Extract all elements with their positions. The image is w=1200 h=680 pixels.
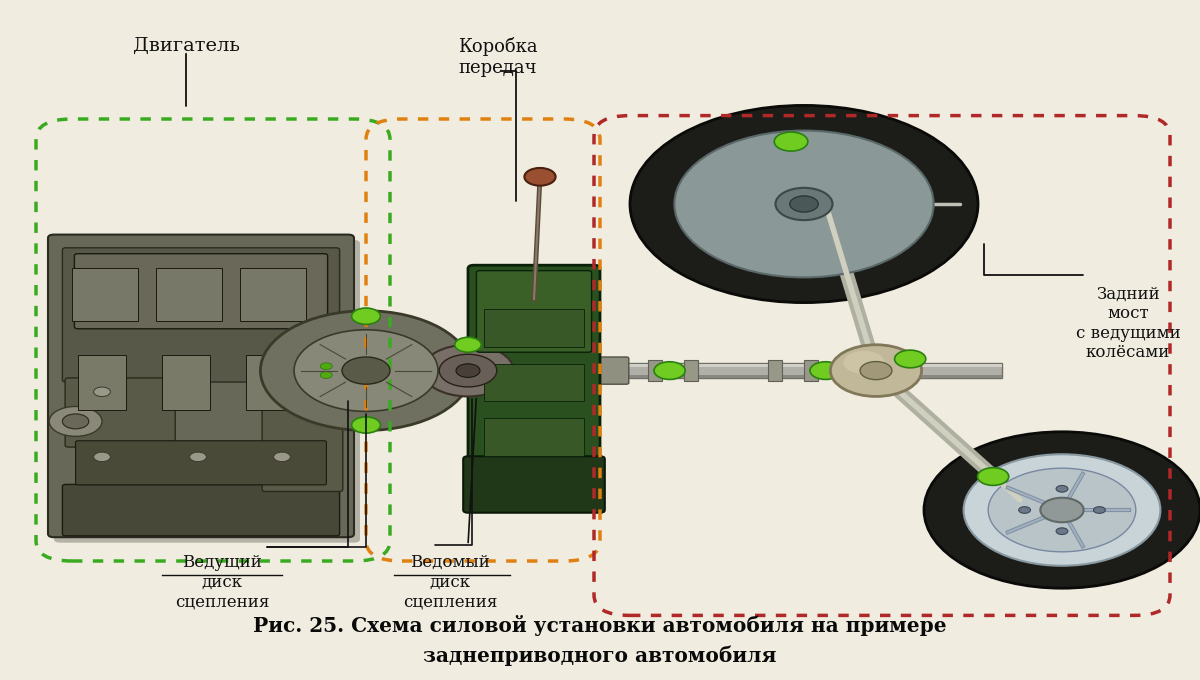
Circle shape bbox=[524, 168, 556, 186]
Circle shape bbox=[342, 357, 390, 384]
FancyBboxPatch shape bbox=[54, 240, 360, 543]
Text: заднеприводного автомобиля: заднеприводного автомобиля bbox=[424, 646, 776, 666]
Bar bbox=[684, 360, 698, 381]
Bar bbox=[156, 267, 222, 321]
Circle shape bbox=[810, 362, 841, 379]
Text: Двигатель: Двигатель bbox=[132, 37, 240, 55]
FancyBboxPatch shape bbox=[468, 265, 600, 476]
Text: Коробка
передач: Коробка передач bbox=[458, 37, 538, 78]
Circle shape bbox=[1040, 498, 1084, 522]
FancyBboxPatch shape bbox=[62, 484, 340, 536]
Circle shape bbox=[422, 345, 514, 396]
Circle shape bbox=[1019, 507, 1031, 513]
FancyBboxPatch shape bbox=[74, 254, 328, 329]
Bar bbox=[162, 355, 210, 409]
Bar bbox=[804, 360, 818, 381]
FancyBboxPatch shape bbox=[476, 271, 592, 352]
FancyBboxPatch shape bbox=[65, 378, 175, 447]
Circle shape bbox=[455, 337, 481, 352]
Text: Задний
мост
с ведущими
колёсами: Задний мост с ведущими колёсами bbox=[1075, 286, 1181, 361]
Circle shape bbox=[1056, 528, 1068, 534]
Text: Ведущий
диск
сцепления: Ведущий диск сцепления bbox=[175, 554, 269, 611]
Text: Ведомый
диск
сцепления: Ведомый диск сцепления bbox=[403, 554, 497, 611]
FancyBboxPatch shape bbox=[76, 441, 326, 485]
Bar bbox=[348, 363, 1002, 378]
Circle shape bbox=[352, 308, 380, 324]
Circle shape bbox=[294, 330, 438, 411]
Circle shape bbox=[62, 414, 89, 429]
Bar bbox=[484, 418, 584, 456]
Circle shape bbox=[49, 407, 102, 437]
Circle shape bbox=[989, 468, 1135, 552]
Circle shape bbox=[274, 452, 290, 462]
Circle shape bbox=[674, 131, 934, 277]
Text: Рис. 25. Схема силовой установки автомобиля на примере: Рис. 25. Схема силовой установки автомоб… bbox=[253, 615, 947, 636]
Circle shape bbox=[924, 432, 1200, 588]
Bar bbox=[484, 364, 584, 401]
Circle shape bbox=[774, 132, 808, 151]
Bar bbox=[648, 360, 662, 381]
FancyBboxPatch shape bbox=[48, 235, 354, 537]
Circle shape bbox=[630, 105, 978, 303]
FancyBboxPatch shape bbox=[595, 357, 629, 384]
Bar bbox=[768, 360, 782, 381]
Bar bbox=[484, 309, 584, 347]
Circle shape bbox=[298, 362, 329, 379]
Circle shape bbox=[790, 196, 818, 212]
FancyBboxPatch shape bbox=[262, 375, 343, 492]
Bar bbox=[348, 375, 1002, 378]
Circle shape bbox=[830, 345, 922, 396]
Circle shape bbox=[439, 354, 497, 387]
Circle shape bbox=[894, 350, 926, 368]
Bar bbox=[78, 355, 126, 409]
Circle shape bbox=[190, 452, 206, 462]
Circle shape bbox=[964, 454, 1160, 566]
Circle shape bbox=[654, 362, 685, 379]
Circle shape bbox=[1056, 486, 1068, 492]
Circle shape bbox=[320, 363, 332, 370]
FancyBboxPatch shape bbox=[463, 456, 605, 513]
Bar bbox=[246, 355, 294, 409]
Bar bbox=[72, 267, 138, 321]
Circle shape bbox=[1093, 507, 1105, 513]
Bar bbox=[348, 364, 1002, 367]
Circle shape bbox=[94, 387, 110, 396]
Circle shape bbox=[775, 188, 833, 220]
Circle shape bbox=[860, 362, 892, 379]
FancyBboxPatch shape bbox=[62, 248, 340, 382]
Circle shape bbox=[978, 468, 1009, 486]
Circle shape bbox=[320, 371, 332, 378]
Circle shape bbox=[456, 364, 480, 377]
Circle shape bbox=[844, 351, 884, 374]
Circle shape bbox=[94, 452, 110, 462]
Bar bbox=[240, 267, 306, 321]
Circle shape bbox=[260, 311, 472, 430]
Circle shape bbox=[352, 417, 380, 433]
